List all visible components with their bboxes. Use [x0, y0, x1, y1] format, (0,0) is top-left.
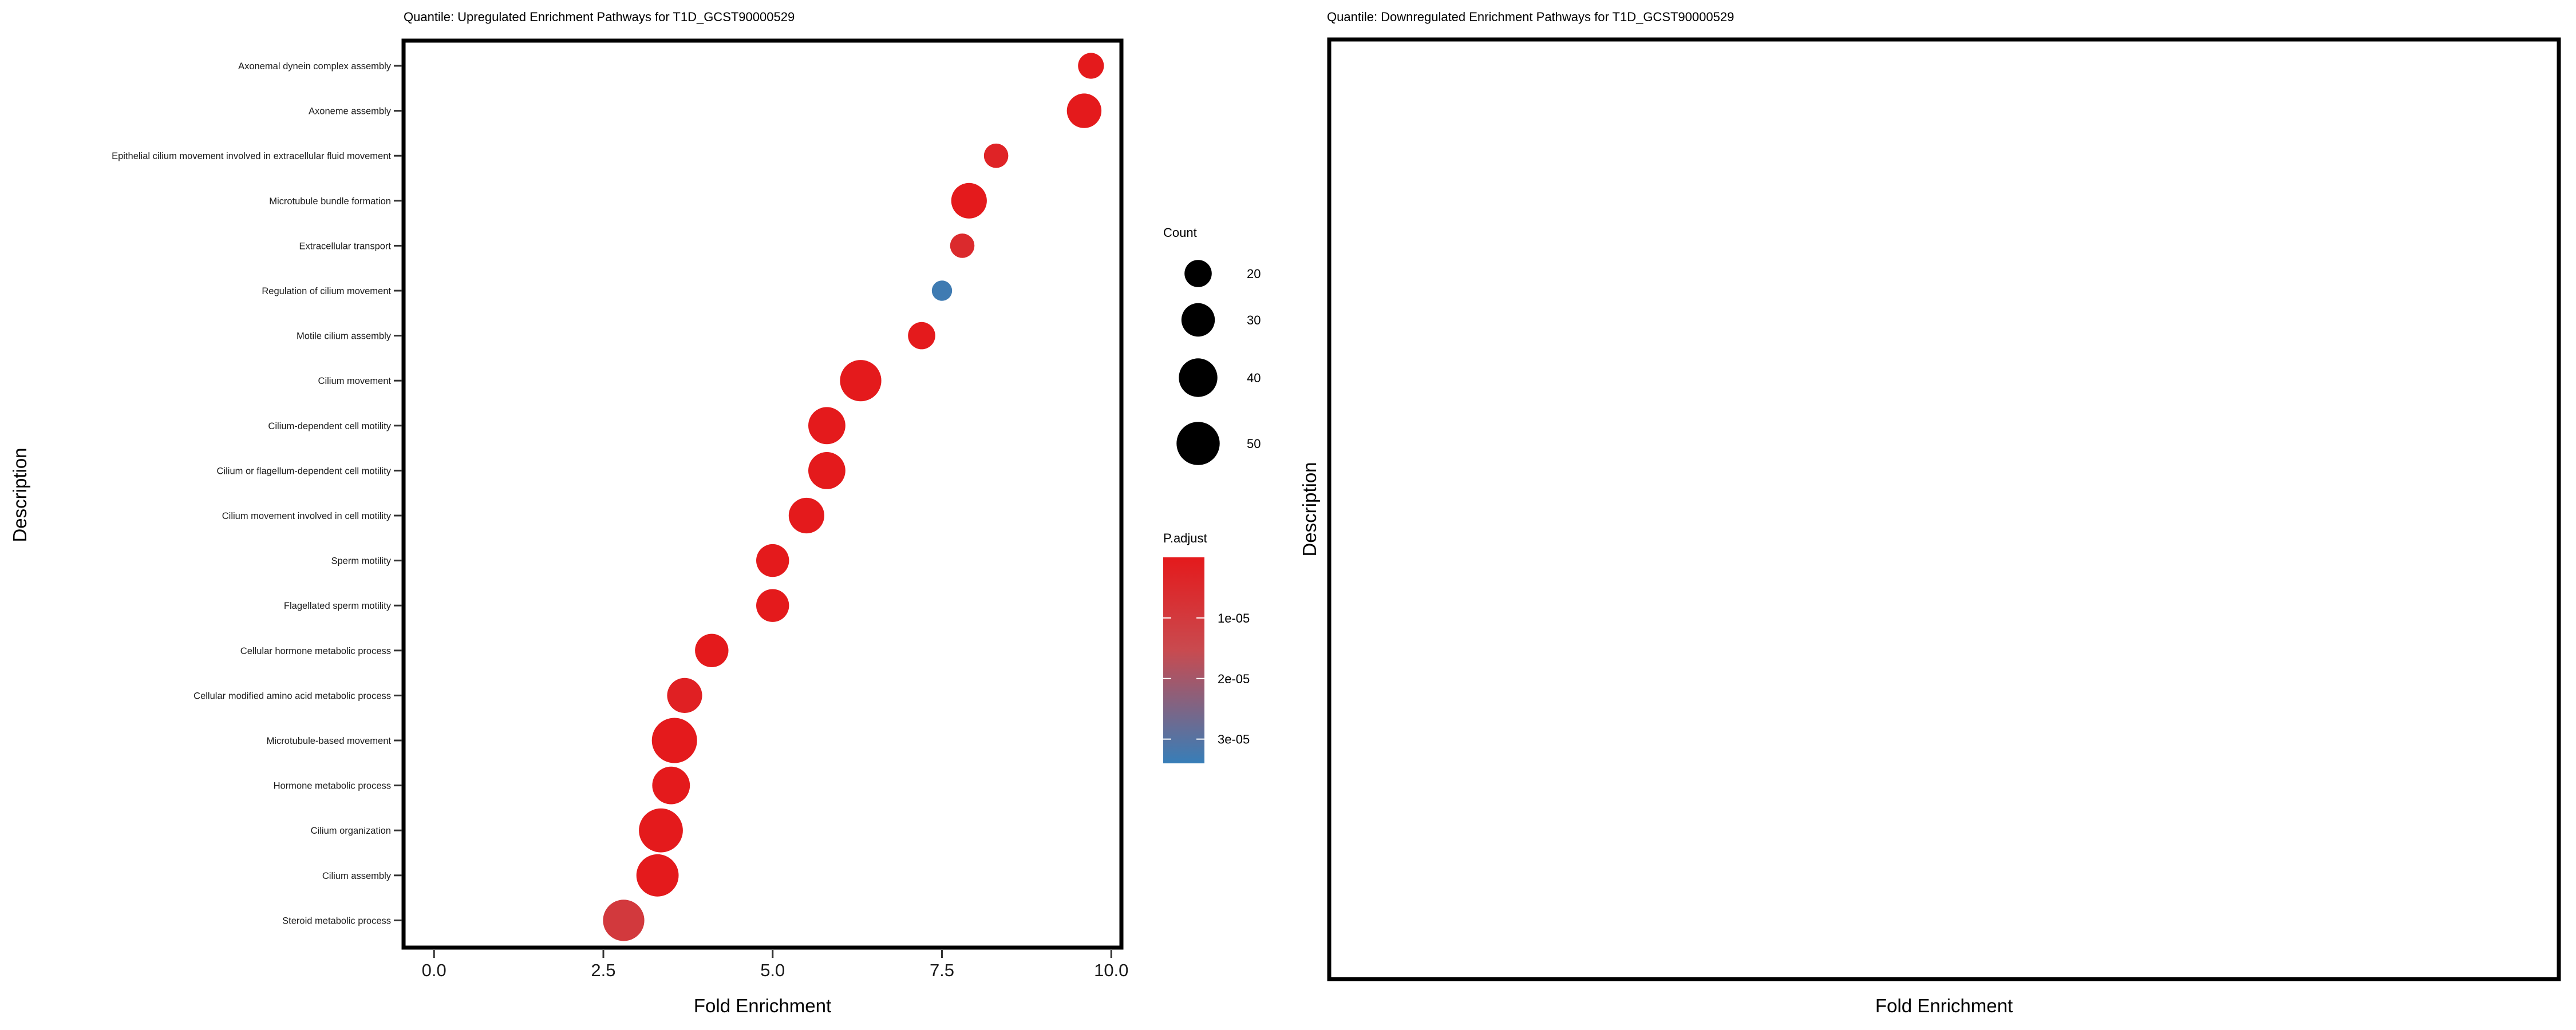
count-legend-label: 50	[1247, 437, 1261, 451]
x-tick-label: 2.5	[591, 960, 615, 980]
enrichment-point	[950, 233, 975, 258]
pathway-label: Cilium-dependent cell motility	[268, 421, 391, 431]
pathway-label: Microtubule bundle formation	[269, 196, 391, 207]
enrichment-point	[603, 900, 645, 941]
enrichment-point	[1078, 53, 1104, 79]
x-tick-label: 7.5	[930, 960, 954, 980]
enrichment-point	[756, 589, 789, 622]
pathway-label: Cilium or flagellum-dependent cell motil…	[217, 466, 392, 476]
padjust-legend-title: P.adjust	[1163, 531, 1207, 545]
pathway-label: Axonemal dynein complex assembly	[238, 61, 392, 72]
padjust-legend-label: 2e-05	[1218, 672, 1250, 686]
enrichment-point	[695, 633, 729, 668]
x-tick-label: 10.0	[1094, 960, 1128, 980]
enrichment-point	[651, 718, 697, 763]
upregulated-x-axis-ticks: 0.0 2.5 5.0 7.5 10.0	[422, 950, 1128, 980]
count-legend-label: 40	[1247, 371, 1261, 385]
pathway-label: Cellular hormone metabolic process	[240, 646, 391, 656]
pathway-label: Cellular modified amino acid metabolic p…	[193, 691, 391, 701]
downregulated-y-axis-title: Description	[1299, 462, 1320, 556]
enrichment-point	[808, 452, 846, 489]
count-legend-label: 20	[1247, 267, 1261, 281]
pathway-label: Motile cilium assembly	[297, 331, 392, 342]
pathway-label: Cilium movement involved in cell motilit…	[222, 511, 392, 521]
downregulated-panel: Quantile: Downregulated Enrichment Pathw…	[1299, 10, 2561, 1016]
downregulated-chart-title: Quantile: Downregulated Enrichment Pathw…	[1327, 10, 1734, 24]
enrichment-point	[808, 407, 846, 445]
pathway-label: Steroid metabolic process	[282, 916, 391, 926]
enrichment-point	[667, 678, 702, 713]
pathway-label: Sperm motility	[331, 556, 391, 566]
enrichment-point	[788, 497, 824, 534]
enrichment-point	[908, 322, 935, 350]
upregulated-panel: Quantile: Upregulated Enrichment Pathway…	[9, 10, 1128, 1016]
pathway-label: Cilium assembly	[322, 871, 392, 881]
enrichment-point	[652, 766, 690, 805]
x-tick-label: 5.0	[760, 960, 785, 980]
pathway-label: Extracellular transport	[299, 241, 392, 251]
count-legend-key	[1184, 260, 1212, 287]
count-legend-keys: 20 30 40 50	[1176, 260, 1261, 465]
upregulated-y-axis-title: Description	[9, 447, 30, 542]
pathway-label: Hormone metabolic process	[274, 781, 391, 791]
upregulated-chart-title: Quantile: Upregulated Enrichment Pathway…	[404, 10, 795, 24]
enrichment-point	[636, 854, 679, 897]
enrichment-point	[840, 360, 882, 402]
enrichment-point	[756, 544, 789, 577]
padjust-legend-ticks: 1e-05 2e-05 3e-05	[1163, 611, 1250, 747]
pathway-labels: Axonemal dynein complex assembly Axoneme …	[112, 61, 402, 926]
upregulated-x-axis-title: Fold Enrichment	[694, 995, 831, 1016]
enrichment-point	[983, 143, 1009, 168]
downregulated-plot-border	[1327, 37, 2561, 981]
upregulated-plot-border	[401, 38, 1124, 950]
count-legend-key	[1181, 303, 1215, 337]
enrichment-point	[951, 183, 987, 219]
padjust-colorbar	[1163, 557, 1204, 763]
pathway-label: Regulation of cilium movement	[262, 286, 391, 296]
count-legend-title: Count	[1163, 225, 1197, 240]
enrichment-point	[639, 808, 683, 853]
count-legend-label: 30	[1247, 313, 1261, 327]
enrichment-point	[1066, 93, 1102, 128]
legend: Count 20 30 40 50 P.adjust 1e-05 2e-05 3e-05	[1163, 225, 1261, 763]
downregulated-x-axis-title: Fold Enrichment	[1875, 995, 2013, 1016]
padjust-legend-label: 1e-05	[1218, 611, 1250, 625]
pathway-label: Flagellated sperm motility	[284, 601, 392, 611]
pathway-label: Microtubule-based movement	[267, 736, 392, 746]
enrichment-point	[931, 280, 953, 301]
pathway-label: Epithelial cilium movement involved in e…	[112, 151, 391, 161]
count-legend-key	[1176, 422, 1220, 465]
upregulated-points	[603, 53, 1104, 941]
x-tick-label: 0.0	[422, 960, 447, 980]
pathway-label: Cilium organization	[311, 826, 391, 836]
pathway-label: Axoneme assembly	[309, 106, 392, 117]
pathway-label: Cilium movement	[318, 376, 392, 386]
padjust-legend-label: 3e-05	[1218, 732, 1250, 747]
count-legend-key	[1179, 358, 1218, 397]
